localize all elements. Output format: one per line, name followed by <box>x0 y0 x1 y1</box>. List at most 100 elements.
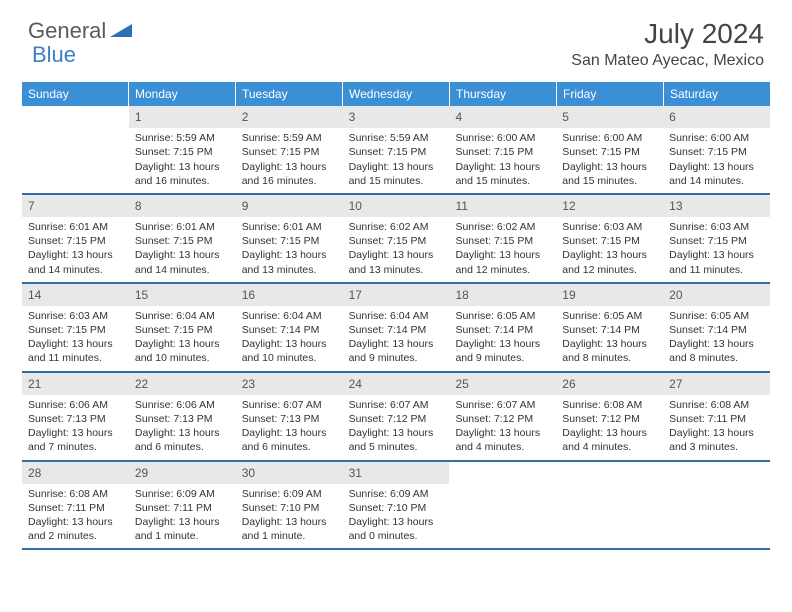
cell-body: Sunrise: 6:05 AMSunset: 7:14 PMDaylight:… <box>663 306 770 371</box>
daylight-line: Daylight: 13 hours and 8 minutes. <box>669 337 764 365</box>
calendar: SundayMondayTuesdayWednesdayThursdayFrid… <box>22 82 770 550</box>
location-label: San Mateo Ayecac, Mexico <box>571 52 764 70</box>
sunrise-line: Sunrise: 6:06 AM <box>135 398 230 412</box>
sunset-line: Sunset: 7:11 PM <box>135 501 230 515</box>
sunrise-line: Sunrise: 6:04 AM <box>242 309 337 323</box>
day-number: 18 <box>449 284 556 306</box>
sunrise-line: Sunrise: 6:09 AM <box>242 487 337 501</box>
calendar-cell: 1Sunrise: 5:59 AMSunset: 7:15 PMDaylight… <box>129 106 236 193</box>
calendar-cell: 17Sunrise: 6:04 AMSunset: 7:14 PMDayligh… <box>343 284 450 371</box>
sunrise-line: Sunrise: 6:00 AM <box>562 131 657 145</box>
cell-body: Sunrise: 6:03 AMSunset: 7:15 PMDaylight:… <box>22 306 129 371</box>
cell-body: Sunrise: 6:01 AMSunset: 7:15 PMDaylight:… <box>22 217 129 282</box>
day-number: 2 <box>236 106 343 128</box>
sunrise-line: Sunrise: 6:02 AM <box>455 220 550 234</box>
cell-body: Sunrise: 6:08 AMSunset: 7:11 PMDaylight:… <box>22 484 129 549</box>
sunrise-line: Sunrise: 6:05 AM <box>669 309 764 323</box>
cell-body: Sunrise: 6:00 AMSunset: 7:15 PMDaylight:… <box>556 128 663 193</box>
sunset-line: Sunset: 7:11 PM <box>669 412 764 426</box>
daylight-line: Daylight: 13 hours and 8 minutes. <box>562 337 657 365</box>
sunrise-line: Sunrise: 6:03 AM <box>669 220 764 234</box>
daylight-line: Daylight: 13 hours and 5 minutes. <box>349 426 444 454</box>
sunset-line: Sunset: 7:14 PM <box>562 323 657 337</box>
sunset-line: Sunset: 7:15 PM <box>242 234 337 248</box>
daylight-line: Daylight: 13 hours and 3 minutes. <box>669 426 764 454</box>
calendar-cell: 11Sunrise: 6:02 AMSunset: 7:15 PMDayligh… <box>449 195 556 282</box>
day-number: 5 <box>556 106 663 128</box>
cell-body: Sunrise: 6:08 AMSunset: 7:12 PMDaylight:… <box>556 395 663 460</box>
logo-text-blue: Blue <box>32 42 76 67</box>
sunset-line: Sunset: 7:14 PM <box>349 323 444 337</box>
sunrise-line: Sunrise: 6:09 AM <box>135 487 230 501</box>
daylight-line: Daylight: 13 hours and 7 minutes. <box>28 426 123 454</box>
cell-body: Sunrise: 6:07 AMSunset: 7:13 PMDaylight:… <box>236 395 343 460</box>
day-number: 7 <box>22 195 129 217</box>
daylight-line: Daylight: 13 hours and 4 minutes. <box>455 426 550 454</box>
sunset-line: Sunset: 7:15 PM <box>28 323 123 337</box>
day-header-monday: Monday <box>129 82 236 106</box>
cell-body: Sunrise: 6:06 AMSunset: 7:13 PMDaylight:… <box>22 395 129 460</box>
sunset-line: Sunset: 7:13 PM <box>28 412 123 426</box>
sunset-line: Sunset: 7:15 PM <box>455 145 550 159</box>
title-block: July 2024 San Mateo Ayecac, Mexico <box>571 18 764 70</box>
day-number: 21 <box>22 373 129 395</box>
sunrise-line: Sunrise: 6:00 AM <box>669 131 764 145</box>
daylight-line: Daylight: 13 hours and 15 minutes. <box>562 160 657 188</box>
cell-body: Sunrise: 6:04 AMSunset: 7:14 PMDaylight:… <box>236 306 343 371</box>
day-number: 25 <box>449 373 556 395</box>
sunrise-line: Sunrise: 6:05 AM <box>455 309 550 323</box>
cell-body: Sunrise: 6:04 AMSunset: 7:14 PMDaylight:… <box>343 306 450 371</box>
sunset-line: Sunset: 7:10 PM <box>349 501 444 515</box>
daylight-line: Daylight: 13 hours and 1 minute. <box>242 515 337 543</box>
sunrise-line: Sunrise: 6:04 AM <box>135 309 230 323</box>
sunrise-line: Sunrise: 5:59 AM <box>242 131 337 145</box>
sunrise-line: Sunrise: 6:03 AM <box>28 309 123 323</box>
day-number: 3 <box>343 106 450 128</box>
calendar-cell: . <box>556 462 663 549</box>
sunset-line: Sunset: 7:14 PM <box>242 323 337 337</box>
sunrise-line: Sunrise: 6:03 AM <box>562 220 657 234</box>
daylight-line: Daylight: 13 hours and 13 minutes. <box>349 248 444 276</box>
calendar-cell: 27Sunrise: 6:08 AMSunset: 7:11 PMDayligh… <box>663 373 770 460</box>
day-number: 1 <box>129 106 236 128</box>
sunrise-line: Sunrise: 6:01 AM <box>242 220 337 234</box>
sunrise-line: Sunrise: 6:07 AM <box>242 398 337 412</box>
day-number: 4 <box>449 106 556 128</box>
sunrise-line: Sunrise: 6:05 AM <box>562 309 657 323</box>
calendar-cell: 20Sunrise: 6:05 AMSunset: 7:14 PMDayligh… <box>663 284 770 371</box>
sunset-line: Sunset: 7:15 PM <box>349 234 444 248</box>
calendar-cell: . <box>22 106 129 193</box>
daylight-line: Daylight: 13 hours and 10 minutes. <box>242 337 337 365</box>
calendar-cell: 22Sunrise: 6:06 AMSunset: 7:13 PMDayligh… <box>129 373 236 460</box>
cell-body: Sunrise: 6:09 AMSunset: 7:10 PMDaylight:… <box>343 484 450 549</box>
sunrise-line: Sunrise: 6:01 AM <box>28 220 123 234</box>
sunset-line: Sunset: 7:10 PM <box>242 501 337 515</box>
calendar-cell: 21Sunrise: 6:06 AMSunset: 7:13 PMDayligh… <box>22 373 129 460</box>
calendar-cell: 7Sunrise: 6:01 AMSunset: 7:15 PMDaylight… <box>22 195 129 282</box>
daylight-line: Daylight: 13 hours and 6 minutes. <box>242 426 337 454</box>
daylight-line: Daylight: 13 hours and 14 minutes. <box>135 248 230 276</box>
sunrise-line: Sunrise: 6:02 AM <box>349 220 444 234</box>
day-header-row: SundayMondayTuesdayWednesdayThursdayFrid… <box>22 82 770 106</box>
cell-body: Sunrise: 6:05 AMSunset: 7:14 PMDaylight:… <box>449 306 556 371</box>
day-number: 13 <box>663 195 770 217</box>
cell-body: Sunrise: 6:04 AMSunset: 7:15 PMDaylight:… <box>129 306 236 371</box>
daylight-line: Daylight: 13 hours and 14 minutes. <box>669 160 764 188</box>
day-header-saturday: Saturday <box>664 82 770 106</box>
daylight-line: Daylight: 13 hours and 1 minute. <box>135 515 230 543</box>
calendar-cell: 30Sunrise: 6:09 AMSunset: 7:10 PMDayligh… <box>236 462 343 549</box>
sunrise-line: Sunrise: 6:01 AM <box>135 220 230 234</box>
day-number: 9 <box>236 195 343 217</box>
sunset-line: Sunset: 7:15 PM <box>242 145 337 159</box>
day-number: 26 <box>556 373 663 395</box>
cell-body: Sunrise: 6:09 AMSunset: 7:10 PMDaylight:… <box>236 484 343 549</box>
daylight-line: Daylight: 13 hours and 12 minutes. <box>455 248 550 276</box>
day-number: 20 <box>663 284 770 306</box>
cell-body: Sunrise: 6:07 AMSunset: 7:12 PMDaylight:… <box>343 395 450 460</box>
calendar-cell: 6Sunrise: 6:00 AMSunset: 7:15 PMDaylight… <box>663 106 770 193</box>
sunrise-line: Sunrise: 6:07 AM <box>349 398 444 412</box>
daylight-line: Daylight: 13 hours and 14 minutes. <box>28 248 123 276</box>
cell-body: Sunrise: 6:01 AMSunset: 7:15 PMDaylight:… <box>129 217 236 282</box>
day-number: 8 <box>129 195 236 217</box>
sunset-line: Sunset: 7:15 PM <box>135 323 230 337</box>
